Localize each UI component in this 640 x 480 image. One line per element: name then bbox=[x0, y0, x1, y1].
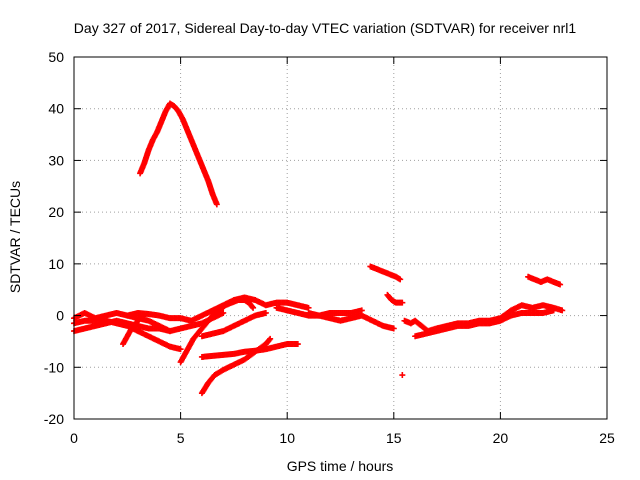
chart-title: Day 327 of 2017, Sidereal Day-to-day VTE… bbox=[74, 20, 577, 36]
x-tick-label: 25 bbox=[599, 430, 615, 446]
y-tick-label: -10 bbox=[44, 359, 64, 375]
data-point-marker bbox=[399, 372, 406, 379]
data-point-marker bbox=[177, 346, 184, 353]
y-tick-label: 10 bbox=[48, 256, 64, 272]
y-axis-label: SDTVAR / TECUs bbox=[7, 181, 23, 293]
data-point-marker bbox=[249, 303, 256, 310]
grid-layer bbox=[74, 57, 607, 419]
data-point-marker bbox=[390, 325, 397, 332]
x-tick-label: 5 bbox=[177, 430, 185, 446]
tick-layer: 0 5 10 15 20 25 -20 -10 0 10 20 30 40 50 bbox=[44, 49, 615, 446]
data-point-marker bbox=[262, 309, 269, 316]
y-tick-label: 50 bbox=[48, 49, 64, 65]
x-axis-label: GPS time / hours bbox=[287, 458, 394, 474]
data-point-marker bbox=[358, 307, 365, 314]
data-point-marker bbox=[220, 309, 227, 316]
data-point-marker bbox=[550, 307, 557, 314]
data-point-marker bbox=[557, 281, 564, 288]
x-tick-label: 0 bbox=[70, 430, 78, 446]
data-point-marker bbox=[250, 304, 257, 311]
x-tick-label: 10 bbox=[279, 430, 295, 446]
y-tick-label: 30 bbox=[48, 152, 64, 168]
data-point-marker bbox=[559, 307, 566, 314]
data-point-marker bbox=[213, 201, 220, 208]
data-point-marker bbox=[399, 299, 406, 306]
data-point-marker bbox=[166, 328, 173, 335]
data-point-marker bbox=[266, 336, 273, 343]
data-point-marker bbox=[294, 341, 301, 348]
plot-frame bbox=[73, 56, 608, 420]
x-tick-label: 15 bbox=[386, 430, 402, 446]
data-point-marker bbox=[305, 304, 312, 311]
y-tick-label: 40 bbox=[48, 101, 64, 117]
y-tick-label: 20 bbox=[48, 204, 64, 220]
y-tick-label: -20 bbox=[44, 411, 64, 427]
data-point-marker bbox=[267, 335, 274, 342]
data-points-layer bbox=[71, 100, 566, 397]
y-tick-label: 0 bbox=[56, 308, 64, 324]
data-point-marker bbox=[397, 276, 404, 283]
x-tick-label: 20 bbox=[493, 430, 509, 446]
